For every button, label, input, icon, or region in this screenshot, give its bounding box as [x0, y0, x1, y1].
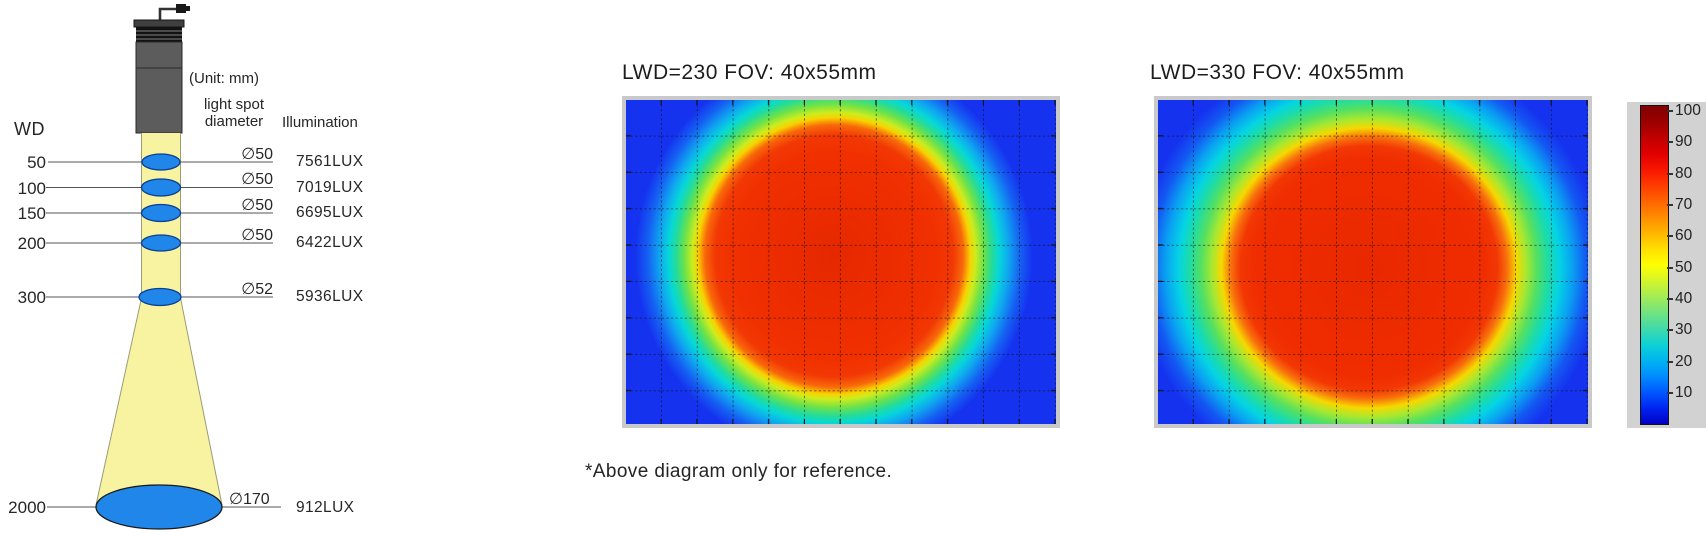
- lux-label-4: 5936LUX: [296, 288, 364, 305]
- lux-label-5: 912LUX: [296, 499, 355, 516]
- heatmap-grid: [1158, 100, 1588, 424]
- light-spot-ellipses: [95, 153, 223, 530]
- lux-label-1: 7019LUX: [296, 179, 364, 196]
- colorbar-tick-60: 60: [1667, 227, 1705, 244]
- colorbar-tick-50: 50: [1667, 259, 1705, 276]
- illumination-header: Illumination: [282, 114, 358, 131]
- heatmap-title-lwd330: LWD=330 FOV: 40x55mm: [1150, 61, 1405, 84]
- colorbar-tick-labels: 100 90 80 70 60 50 40 30 20 10: [1667, 102, 1705, 401]
- tick-dash: [1667, 235, 1673, 238]
- cable-and-connector: [158, 4, 190, 22]
- wd-label-50: 50: [27, 153, 46, 172]
- heatmap-lwd330: [1154, 96, 1592, 428]
- reference-footnote: *Above diagram only for reference.: [585, 461, 893, 482]
- heatmap-title-lwd230: LWD=230 FOV: 40x55mm: [622, 61, 877, 84]
- diameter-label-4: ∅52: [241, 281, 273, 298]
- tick-dash: [1667, 266, 1673, 269]
- tick-dash: [1667, 172, 1673, 175]
- colorbar-tick-40: 40: [1667, 290, 1705, 307]
- diameter-label-0: ∅50: [241, 146, 273, 163]
- tick-dash: [1667, 203, 1673, 206]
- colorbar-tick-90: 90: [1667, 133, 1705, 150]
- colorbar-tick-80: 80: [1667, 165, 1705, 182]
- light-fixture: [133, 19, 185, 134]
- wd-label-2000: 2000: [8, 498, 46, 517]
- colorbar-tick-70: 70: [1667, 196, 1705, 213]
- wd-label-150: 150: [17, 204, 46, 223]
- wd-label-200: 200: [17, 234, 46, 253]
- wd-header: WD: [14, 119, 45, 139]
- colorbar-tick-10: 10: [1667, 384, 1705, 401]
- lux-label-0: 7561LUX: [296, 153, 364, 170]
- colorbar-gradient: [1640, 105, 1669, 425]
- tick-dash: [1667, 297, 1673, 300]
- spot-diameter-header-line1: light spot: [203, 96, 265, 113]
- colorbar: 100 90 80 70 60 50 40 30 20 10: [1627, 102, 1706, 428]
- tick-dash: [1667, 360, 1673, 363]
- wd-label-100: 100: [17, 179, 46, 198]
- colorbar-tick-20: 20: [1667, 353, 1705, 370]
- lux-label-3: 6422LUX: [296, 234, 364, 251]
- heatmap-grid: [626, 100, 1056, 424]
- wd-label-300: 300: [17, 288, 46, 307]
- light-beam-schematic: [46, 4, 281, 530]
- lux-label-2: 6695LUX: [296, 204, 364, 221]
- tick-dash: [1667, 391, 1673, 394]
- diameter-label-2: ∅50: [241, 197, 273, 214]
- colorbar-tick-30: 30: [1667, 321, 1705, 338]
- diameter-label-5: ∅170: [229, 491, 270, 508]
- tick-dash: [1667, 141, 1673, 144]
- heatmap-lwd230: [622, 96, 1060, 428]
- diameter-label-3: ∅50: [241, 227, 273, 244]
- tick-dash: [1667, 329, 1673, 332]
- tick-dash: [1667, 110, 1673, 112]
- unit-note: (Unit: mm): [189, 70, 259, 87]
- diameter-label-1: ∅50: [241, 171, 273, 188]
- colorbar-tick-100: 100: [1667, 102, 1705, 119]
- spot-diameter-header-line2: diameter: [204, 113, 264, 130]
